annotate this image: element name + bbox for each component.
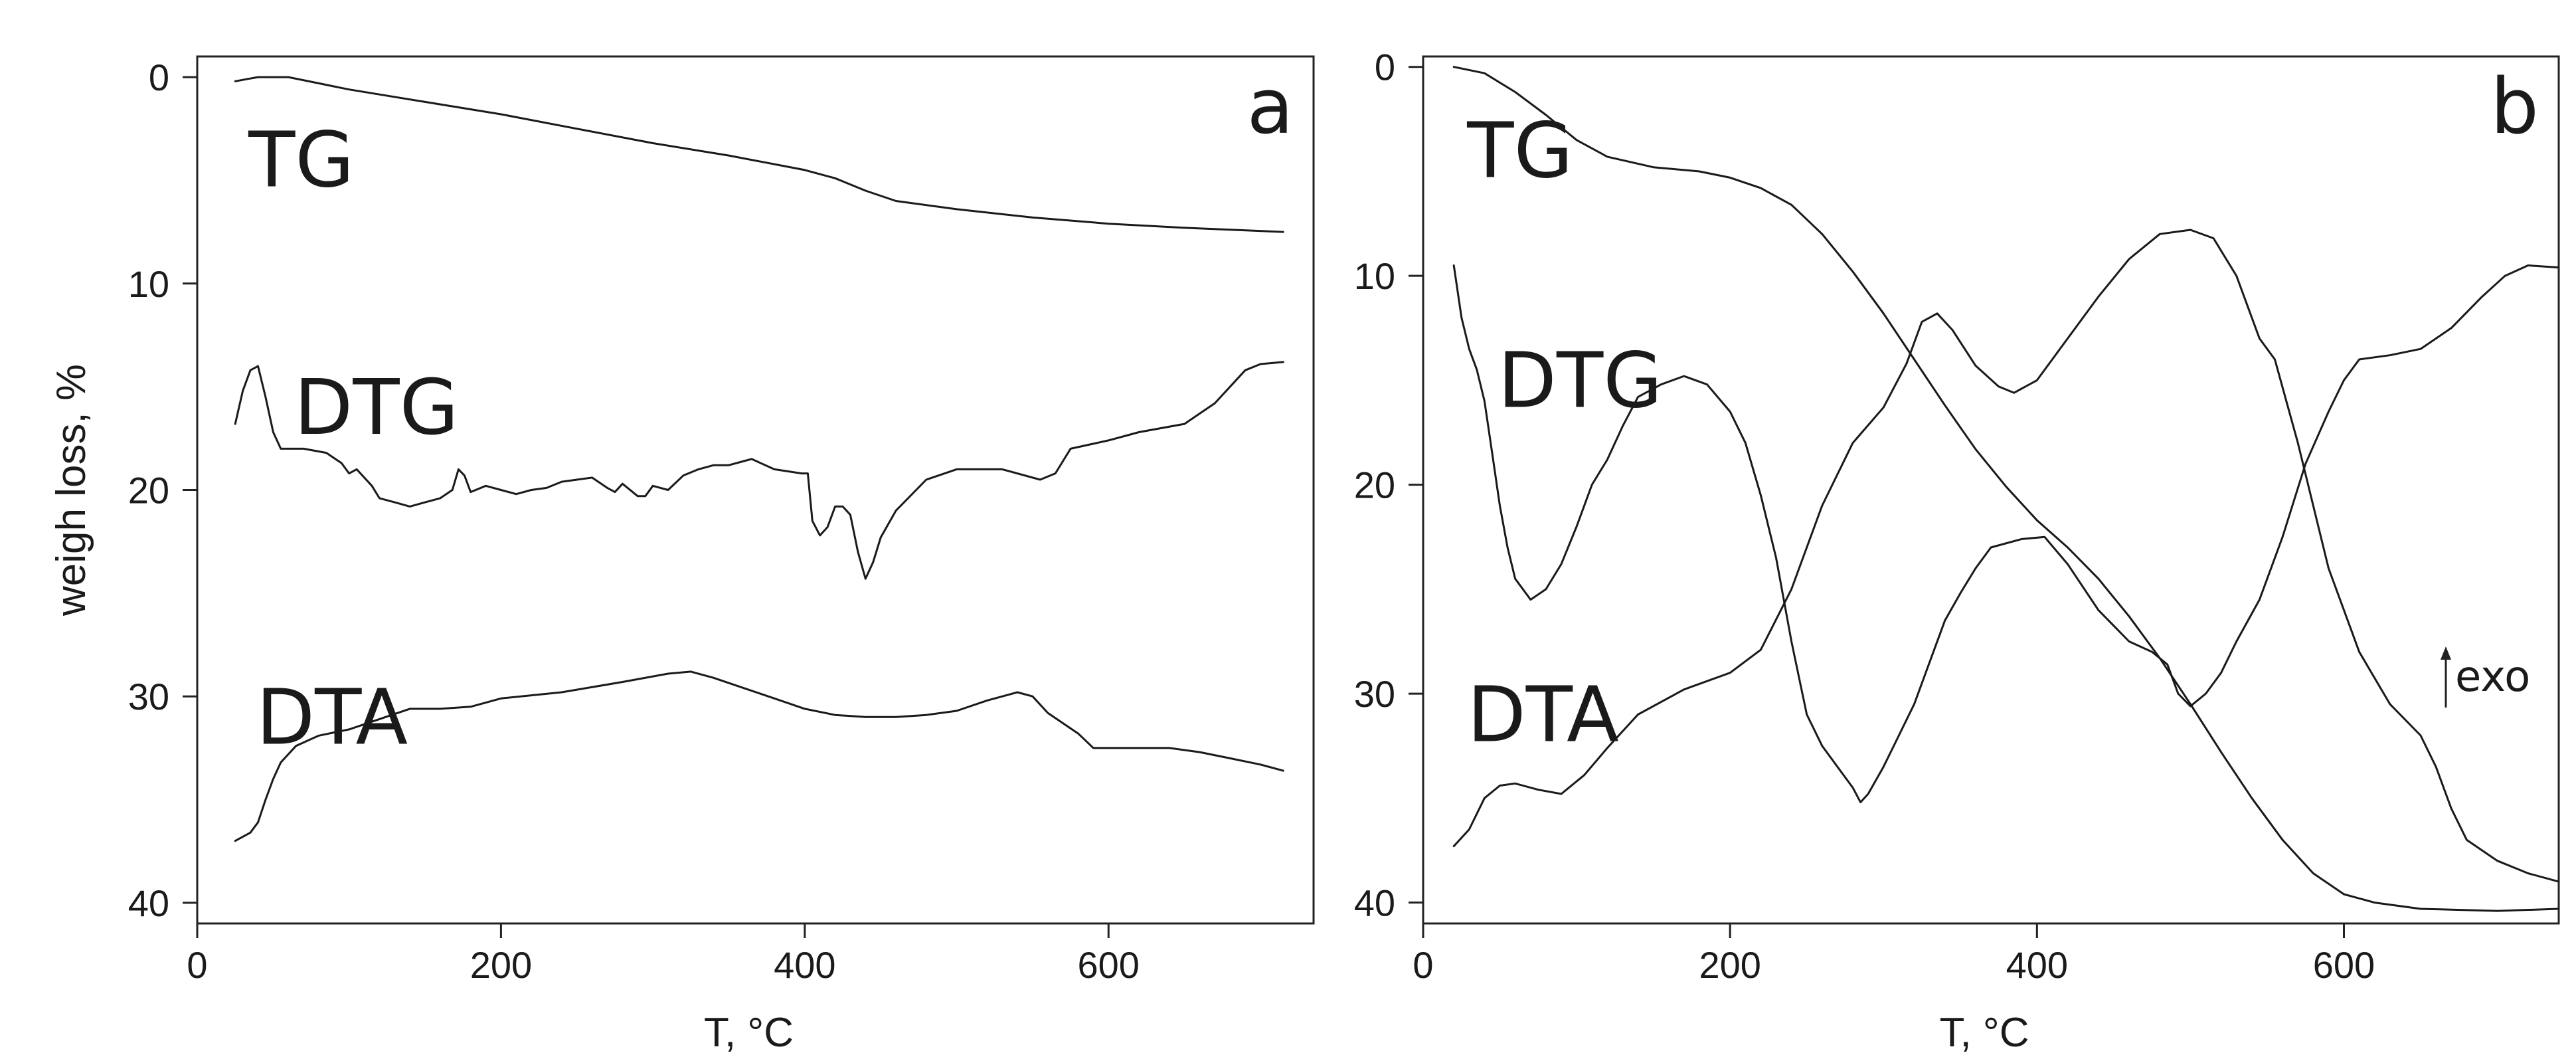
x-tick-label: 400 xyxy=(774,944,835,986)
y-tick-label: 40 xyxy=(128,882,169,924)
y-tick-label: 30 xyxy=(1354,673,1395,715)
series-dta-curve xyxy=(1452,229,2560,883)
exo-arrow-head xyxy=(2441,646,2451,660)
x-tick-label: 600 xyxy=(2313,944,2375,986)
y-tick-label: 0 xyxy=(149,56,169,98)
series-dta-curve xyxy=(234,670,1284,842)
y-tick-label: 10 xyxy=(128,263,169,305)
x-tick-label: 0 xyxy=(187,944,207,986)
panel-label: a xyxy=(1247,62,1294,151)
y-axis-title: weigh loss, % xyxy=(48,364,94,617)
y-tick-label: 30 xyxy=(128,676,169,718)
panel-a: 0 200 400 600 0 10 20 30 40 T, °C weigh loss, % TG D… xyxy=(48,55,1315,1055)
series-tg-curve xyxy=(234,76,1284,233)
y-tick-label: 20 xyxy=(128,470,169,512)
plot-frame xyxy=(1422,55,2560,925)
x-tick-label: 0 xyxy=(1413,944,1433,986)
y-tick-label: 20 xyxy=(1354,464,1395,506)
x-tick-label: 200 xyxy=(1699,944,1760,986)
curve-label-tg: TG xyxy=(248,116,354,205)
curve-label-dtg: DTG xyxy=(294,363,459,452)
series-tg-curve xyxy=(1452,66,2560,912)
series-dtg-curve xyxy=(234,361,1284,580)
y-tick-label: 10 xyxy=(1354,255,1395,297)
curve-label-dta: DTA xyxy=(256,673,408,762)
y-tick-label: 40 xyxy=(1354,882,1395,924)
x-axis-title: T, °C xyxy=(1939,1010,2029,1055)
plot-frame xyxy=(196,55,1315,925)
curve-label-tg: TG xyxy=(1466,107,1573,196)
series-dtg-curve xyxy=(1452,264,2560,804)
curve-label-dta: DTA xyxy=(1467,671,1619,760)
exo-label: exo xyxy=(2455,652,2530,702)
y-tick-label: 0 xyxy=(1375,47,1395,88)
panel-label: b xyxy=(2490,62,2539,151)
panel-b: 0 200 400 600 0 10 20 30 40 T, °C TG DTG DTA b exo xyxy=(1354,47,2560,1055)
x-tick-label: 400 xyxy=(2006,944,2068,986)
x-tick-label: 600 xyxy=(1078,944,1140,986)
x-tick-label: 200 xyxy=(470,944,532,986)
x-axis-title: T, °C xyxy=(704,1010,794,1055)
curve-label-dtg: DTG xyxy=(1498,336,1662,425)
